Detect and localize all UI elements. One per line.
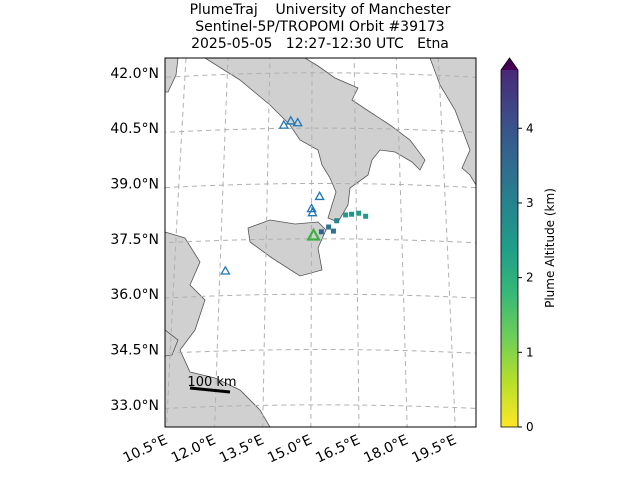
colorbar-frame xyxy=(500,57,519,428)
x-tick-label: 19.5°E xyxy=(410,432,459,466)
y-tick-label: 33.0°N xyxy=(110,398,159,414)
land xyxy=(247,219,327,277)
colorbar-label: Plume Altitude (km) xyxy=(543,188,557,308)
y-tick-label: 36.0°N xyxy=(110,287,159,303)
volcano-marker xyxy=(306,203,317,213)
grid-line xyxy=(437,58,456,427)
scale-label: 100 km xyxy=(187,375,236,390)
colorbar-extend xyxy=(501,58,518,70)
colorbar xyxy=(501,70,518,427)
volcano-marker xyxy=(220,265,231,275)
plume-point xyxy=(363,213,369,219)
y-tick-label: 37.5°N xyxy=(110,232,159,248)
title-line: 2025-05-05 12:27-12:30 UTC Etna xyxy=(191,36,449,52)
grid-line xyxy=(165,293,476,299)
volcano-marker xyxy=(292,117,303,127)
plume-point xyxy=(326,224,332,230)
land xyxy=(165,58,179,93)
y-tick-label: 42.0°N xyxy=(110,66,159,82)
land xyxy=(429,58,476,186)
grid-line xyxy=(165,72,476,78)
plume-point xyxy=(356,210,362,216)
x-tick-label: 12.0°E xyxy=(169,432,218,466)
grid-line xyxy=(165,404,476,409)
plume-point xyxy=(318,229,324,235)
colorbar-tick-label: 4 xyxy=(526,121,534,135)
grid-line xyxy=(165,182,476,189)
title-line: Sentinel-5P/TROPOMI Orbit #39173 xyxy=(195,19,444,35)
volcano-marker xyxy=(314,190,325,201)
land xyxy=(204,58,426,223)
grid-line xyxy=(395,58,408,427)
plume-point xyxy=(343,212,349,218)
grid-line xyxy=(310,58,313,427)
y-tick-label: 34.5°N xyxy=(110,343,159,359)
x-tick-label: 13.5°E xyxy=(217,432,266,466)
land xyxy=(165,231,271,427)
y-tick-label: 39.0°N xyxy=(110,176,159,192)
volcano-marker xyxy=(307,207,318,217)
map-area xyxy=(165,58,476,427)
plume-point xyxy=(349,211,355,217)
plume-point xyxy=(330,228,336,234)
land xyxy=(165,329,179,357)
y-tick-label: 40.5°N xyxy=(110,121,159,137)
colorbar-tick-label: 3 xyxy=(526,196,534,210)
map-frame xyxy=(164,57,477,428)
colorbar-tick-label: 1 xyxy=(526,345,534,359)
volcano-marker xyxy=(285,115,296,125)
scale-bar xyxy=(189,386,231,394)
x-tick-label: 15.0°E xyxy=(265,432,314,466)
plume-point xyxy=(334,218,340,224)
grid-line xyxy=(353,58,360,427)
grid-line xyxy=(262,58,271,427)
x-tick-label: 18.0°E xyxy=(361,432,410,466)
grid-line xyxy=(166,58,187,427)
colorbar-tick-label: 2 xyxy=(526,271,534,285)
colorbar-tick-label: 0 xyxy=(526,420,534,434)
x-tick-label: 16.5°E xyxy=(313,432,362,466)
title-line: PlumeTraj University of Manchester xyxy=(190,2,451,18)
target-volcano xyxy=(306,227,321,241)
x-tick-label: 10.5°E xyxy=(121,432,170,466)
